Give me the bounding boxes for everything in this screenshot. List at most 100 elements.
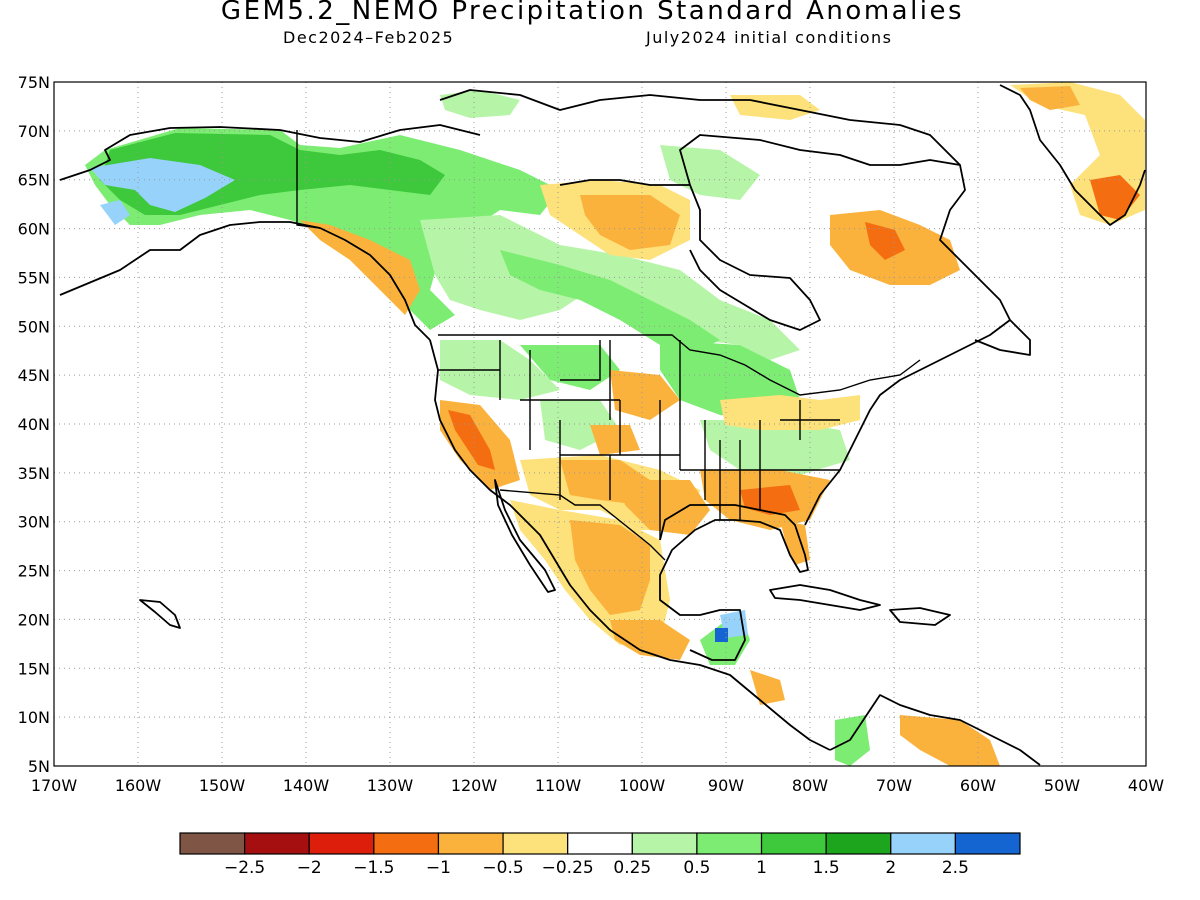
wet-region-canada-green-2 <box>500 250 720 350</box>
dry-region-southern-mexico <box>610 620 690 660</box>
forecast-period: Dec2024–Feb2025 <box>283 28 455 47</box>
lon-label: 80W <box>792 776 828 795</box>
state-borders <box>438 340 840 540</box>
lat-label: 75N <box>18 73 50 92</box>
coastline-east <box>804 319 1031 526</box>
colorbar-swatch <box>760 832 827 855</box>
coastlines <box>59 84 1146 766</box>
colorbar-label: −2 <box>297 858 322 878</box>
wet-region-arctic-islands <box>440 90 520 118</box>
dry-region-hudson-core <box>580 195 680 250</box>
colorbar-label: −2.5 <box>224 858 265 878</box>
colorbar-label: −1 <box>426 858 451 878</box>
dry-region-central-america <box>750 670 785 705</box>
wet-region-northern-plains <box>520 345 620 390</box>
wet-region-yucatan-darkblue <box>715 628 728 642</box>
dry-region-florida <box>780 520 810 565</box>
dry-region-venezuela <box>900 715 1000 766</box>
lat-label: 55N <box>18 268 50 287</box>
border-alaska-canada <box>296 130 321 229</box>
coastline-baja <box>494 479 556 593</box>
lat-label: 60N <box>18 220 50 239</box>
latitude-labels: 75N 70N 65N 60N 55N 50N 45N 40N 35N 30N 25N 20N 15N 1… <box>18 73 50 776</box>
lon-label: 120W <box>451 776 498 795</box>
colorbar-label: −0.25 <box>542 858 594 878</box>
colorbar-swatch <box>502 832 569 855</box>
lon-label: 40W <box>1128 776 1164 795</box>
lat-label: 10N <box>18 708 50 727</box>
coastline-cuba <box>769 584 881 611</box>
colorbar-label: 1 <box>756 858 767 878</box>
lat-label: 30N <box>18 513 50 532</box>
coastline-hispaniola <box>889 607 951 626</box>
lon-label: 50W <box>1044 776 1080 795</box>
coastline-greenland <box>999 84 1146 226</box>
coastline-arctic-islands <box>439 89 961 166</box>
colorbar-swatch <box>308 832 375 855</box>
coastline-south-america <box>829 694 1041 766</box>
border-us-canada <box>438 334 921 396</box>
colorbar-swatch <box>890 832 956 855</box>
colorbar-label: 0.25 <box>613 858 651 878</box>
dry-region-central-plains <box>590 425 640 455</box>
lon-label: 150W <box>199 776 246 795</box>
colorbar-label: 2 <box>885 858 896 878</box>
coastline-west <box>429 339 831 751</box>
dry-region-labrador-core <box>865 222 905 260</box>
dry-region-california-core <box>448 410 495 470</box>
colorbar-swatch <box>825 832 892 855</box>
colorbar-swatch <box>437 832 504 855</box>
lon-label: 160W <box>115 776 162 795</box>
wet-region-colombia <box>835 715 870 766</box>
colorbar-swatch <box>631 832 698 855</box>
lat-label: 35N <box>18 464 50 483</box>
coastline-hudson-bay <box>559 134 1011 331</box>
dry-region-mexico-core <box>570 520 650 615</box>
colorbar-swatch <box>373 832 440 855</box>
anomaly-map: 75N 70N 65N 60N 55N 50N 45N 40N 35N 30N 25N 20N 15N 1… <box>18 73 1165 795</box>
wet-region-quebec <box>660 145 760 200</box>
lat-label: 25N <box>18 562 50 581</box>
dry-region-northern-plains <box>610 370 680 420</box>
colorbar-label: 0.5 <box>683 858 710 878</box>
lat-label: 70N <box>18 122 50 141</box>
lon-label: 90W <box>708 776 744 795</box>
map-title: GEM5.2_NEMO Precipitation Standard Anoma… <box>220 0 965 26</box>
dry-region-arctic <box>730 95 820 120</box>
colorbar-swatch <box>954 832 1021 855</box>
dry-region-bc-coast <box>300 220 420 315</box>
lat-label: 5N <box>28 757 50 776</box>
colorbar-label: −0.5 <box>482 858 523 878</box>
lon-label: 170W <box>31 776 78 795</box>
lon-label: 100W <box>619 776 666 795</box>
colorbar-label: 1.5 <box>813 858 840 878</box>
colorbar-swatch <box>696 832 763 855</box>
colorbar-swatch <box>244 832 310 855</box>
lon-label: 70W <box>876 776 912 795</box>
colorbar-label: −1.5 <box>353 858 394 878</box>
longitude-labels: 170W 160W 150W 140W 130W 120W 110W 100W 90W 80W 70… <box>31 776 1164 795</box>
dry-region-greenland-core <box>1020 86 1080 110</box>
lat-label: 40N <box>18 415 50 434</box>
dry-region-texas <box>620 480 710 535</box>
dry-region-southeast-core <box>740 485 800 515</box>
lat-label: 50N <box>18 317 50 336</box>
lat-label: 45N <box>18 366 50 385</box>
plot-frame <box>53 81 1147 767</box>
lon-label: 60W <box>960 776 996 795</box>
lon-label: 140W <box>283 776 330 795</box>
wet-region-alaska-blue <box>90 158 235 212</box>
dry-region-mid-atlantic <box>720 395 860 430</box>
colorbar-swatch <box>179 832 246 855</box>
colorbar-label: 2.5 <box>942 858 969 878</box>
lon-label: 130W <box>367 776 414 795</box>
coastline-alaska <box>59 124 481 341</box>
lon-label: 110W <box>535 776 582 795</box>
lat-label: 15N <box>18 659 50 678</box>
coastline-hawaii <box>139 599 181 629</box>
wet-region-alaska-blue-2 <box>100 200 130 225</box>
initial-conditions-label: July2024 initial conditions <box>646 28 893 47</box>
lat-label: 65N <box>18 171 50 190</box>
lat-label: 20N <box>18 610 50 629</box>
coastline-gulf <box>659 504 809 661</box>
